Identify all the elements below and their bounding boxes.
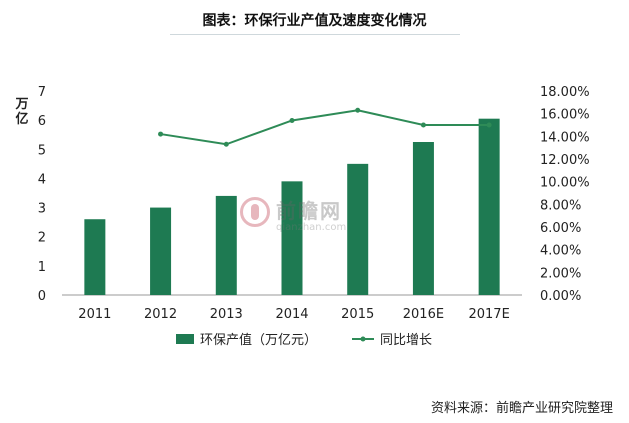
x-tick-label: 2014	[275, 307, 308, 322]
right-tick-label: 2.00%	[540, 266, 581, 281]
left-tick-label: 5	[38, 143, 46, 158]
bar	[347, 163, 369, 295]
left-tick-label: 7	[38, 85, 46, 100]
x-tick-label: 2017E	[468, 307, 509, 322]
right-tick-label: 10.00%	[540, 176, 590, 191]
line-series	[158, 107, 492, 147]
right-tick-label: 18.00%	[540, 85, 590, 100]
line-point	[486, 122, 492, 128]
bar	[84, 219, 106, 295]
right-axis-ticks: 0.00% 2.00% 4.00% 6.00% 8.00% 10.00% 12.00% 14.…	[540, 85, 590, 304]
watermark: 前瞻网 qianzhan.com	[236, 195, 366, 241]
watermark-name: 前瞻网	[276, 199, 342, 223]
chart-title: 图表：环保行业产值及速度变化情况	[202, 13, 427, 29]
line-point	[158, 131, 164, 137]
source-note: 资料来源：前瞻产业研究院整理	[430, 401, 613, 416]
right-tick-label: 14.00%	[540, 130, 590, 145]
legend-line-label: 同比增长	[380, 333, 432, 348]
right-tick-label: 12.00%	[540, 153, 590, 168]
line-point	[223, 141, 229, 147]
right-tick-label: 4.00%	[540, 244, 581, 259]
left-axis-ticks: 0 1 2 3 4 5 6 7	[38, 85, 46, 304]
left-tick-label: 6	[38, 114, 46, 129]
x-tick-label: 2011	[78, 307, 111, 322]
right-tick-label: 16.00%	[540, 108, 590, 123]
watermark-logo-icon	[240, 197, 270, 227]
y-axis-label-char: 亿	[15, 111, 28, 127]
right-tick-label: 0.00%	[540, 289, 581, 304]
x-axis-ticks: 2011 2012 2013 2014 2015 2016E 2017E	[78, 307, 509, 322]
left-tick-label: 2	[38, 231, 46, 246]
line-point	[355, 107, 361, 113]
legend-bar-label: 环保产值（万亿元）	[200, 332, 317, 348]
bar	[281, 181, 303, 295]
x-tick-label: 2016E	[403, 307, 444, 322]
bar-series	[84, 118, 500, 295]
x-tick-label: 2012	[144, 307, 177, 322]
left-tick-label: 0	[38, 289, 46, 304]
y-axis-label-char: 万	[14, 97, 28, 112]
legend: 环保产值（万亿元） 同比增长	[176, 332, 432, 348]
legend-bar-swatch	[176, 334, 194, 344]
title-divider	[170, 34, 460, 35]
left-tick-label: 4	[38, 172, 46, 187]
line-point	[420, 122, 426, 128]
bar	[150, 207, 172, 295]
growth-line	[160, 109, 490, 146]
left-tick-label: 3	[38, 202, 46, 217]
bar	[215, 195, 237, 295]
y-axis-label: 万亿	[14, 97, 28, 127]
legend-line-marker	[360, 336, 366, 342]
watermark-url: qianzhan.com	[276, 222, 347, 233]
right-tick-label: 6.00%	[540, 221, 581, 236]
bar	[412, 142, 434, 295]
x-tick-label: 2013	[210, 307, 243, 322]
left-tick-label: 1	[38, 260, 46, 275]
line-point	[289, 117, 295, 123]
x-tick-label: 2015	[341, 307, 374, 322]
bar	[478, 118, 500, 295]
right-tick-label: 8.00%	[540, 198, 581, 213]
